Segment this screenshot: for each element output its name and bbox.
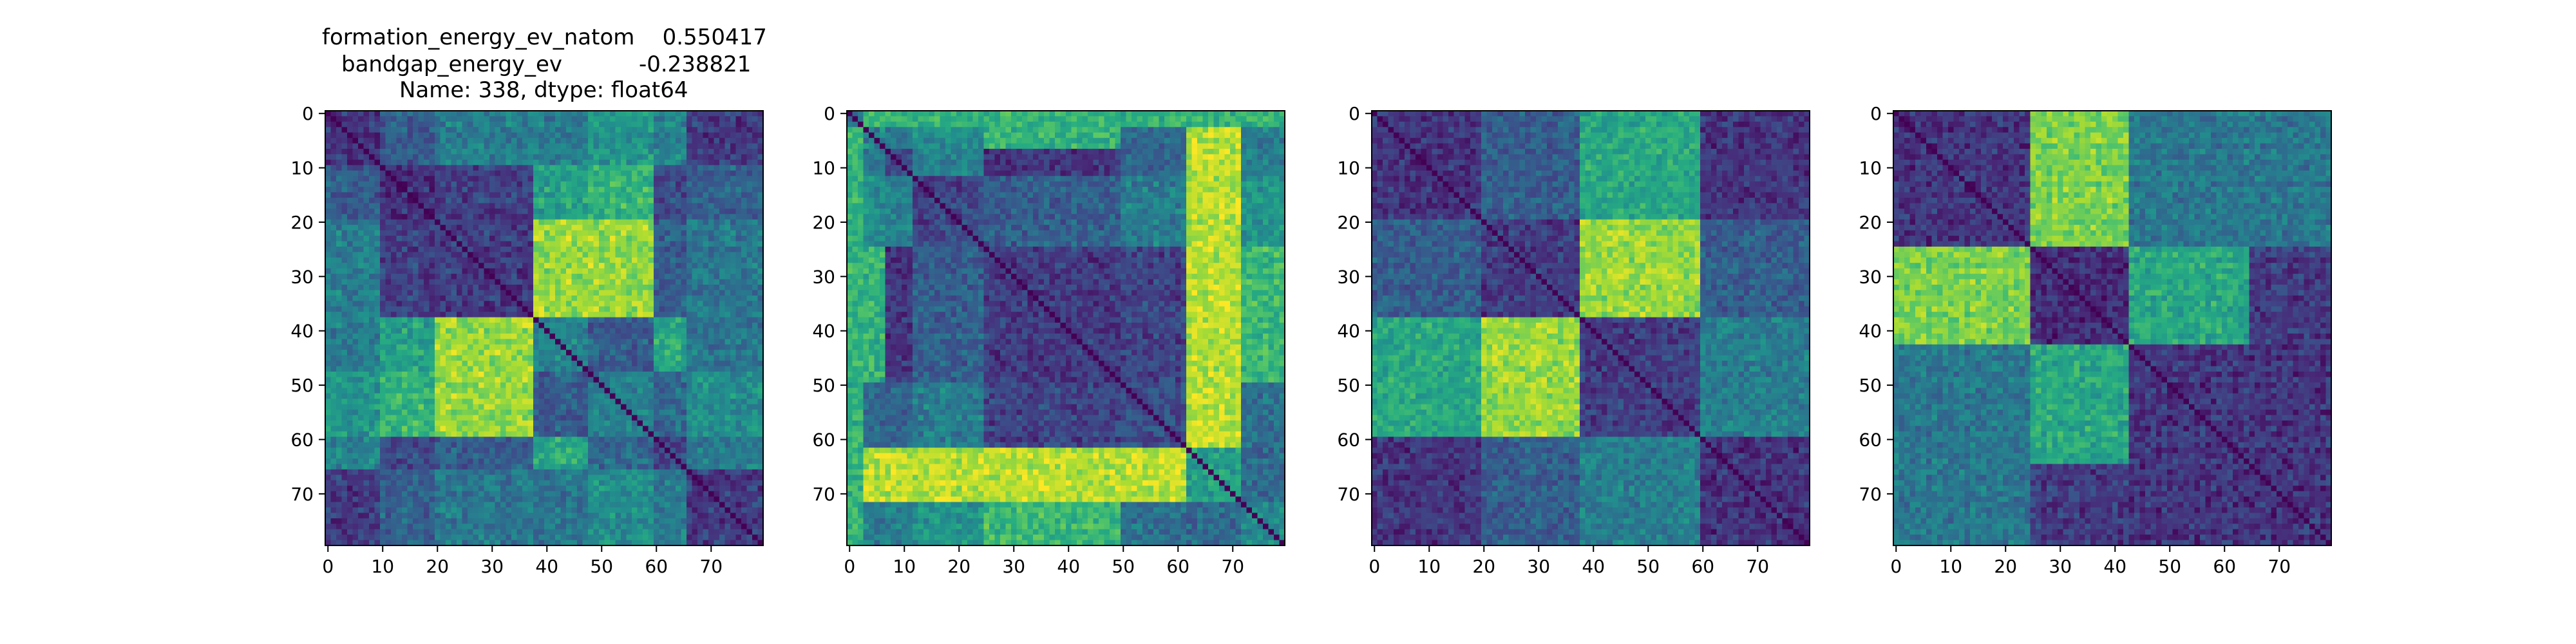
y-tick-label: 20: [1859, 212, 1882, 233]
y-tick-label: 0: [302, 103, 314, 124]
x-tick-label: 30: [480, 556, 504, 577]
heatmap-panel-4: 0 10 20 30 40 50 60 70 0 10 20 30 40 50 60 70: [1859, 103, 2332, 577]
x-tick-label: 60: [645, 556, 668, 577]
y-tick-label: 30: [1859, 266, 1882, 287]
x-tick-label: 30: [1527, 556, 1550, 577]
x-tick-label: 40: [1057, 556, 1080, 577]
x-tick-label: 10: [1417, 556, 1441, 577]
heatmap-panel-3: 0 10 20 30 40 50 60 70 0 10 20 30 40 50 60 70: [1337, 103, 1810, 577]
y-tick-label: 20: [290, 212, 314, 233]
y-tick-label: 70: [1337, 484, 1360, 505]
y-tick-label: 40: [1337, 321, 1360, 342]
y-tick-label: 10: [290, 158, 314, 179]
y-tick-label: 60: [290, 429, 314, 450]
y-tick-label: 30: [1337, 266, 1360, 287]
heatmap-panel-2: 0 10 20 30 40 50 60 70 0 10 20 30 40 50 60 70: [812, 103, 1285, 577]
y-tick-label: 0: [824, 103, 835, 124]
y-tick-label: 70: [290, 484, 314, 505]
x-tick-label: 50: [1636, 556, 1660, 577]
y-tick-label: 30: [812, 266, 835, 287]
y-tick-label: 0: [1349, 103, 1360, 124]
y-tick-label: 40: [1859, 321, 1882, 342]
heatmap-panel-1: 0 10 20 30 40 50 60 70 0 10 20 30 40 50 60 70: [290, 103, 764, 577]
chart-title-line-2: bandgap_energy_ev -0.238821: [341, 52, 2576, 77]
y-tick-label: 40: [812, 321, 835, 342]
y-tick-label: 50: [1859, 375, 1882, 396]
plot-frame: [846, 110, 1285, 546]
x-tick-label: 50: [1112, 556, 1135, 577]
x-tick-label: 70: [2268, 556, 2291, 577]
y-tick-label: 60: [812, 429, 835, 450]
y-tick-label: 50: [290, 375, 314, 396]
y-tick-label: 10: [1337, 158, 1360, 179]
x-tick-label: 60: [2213, 556, 2236, 577]
chart-title-line-3: Name: 338, dtype: float64: [399, 77, 2576, 103]
plot-frame: [1371, 110, 1810, 546]
y-tick-label: 60: [1859, 429, 1882, 450]
x-tick-label: 0: [844, 556, 855, 577]
x-tick-label: 20: [947, 556, 971, 577]
x-tick-label: 60: [1166, 556, 1189, 577]
x-tick-label: 20: [1472, 556, 1495, 577]
x-tick-label: 70: [1221, 556, 1244, 577]
y-tick-label: 40: [290, 321, 314, 342]
y-tick-label: 50: [812, 375, 835, 396]
y-tick-label: 20: [812, 212, 835, 233]
plot-frame: [325, 110, 764, 546]
y-tick-label: 10: [812, 158, 835, 179]
y-tick-label: 70: [1859, 484, 1882, 505]
y-tick-label: 10: [1859, 158, 1882, 179]
x-tick-label: 10: [1939, 556, 1962, 577]
y-tick-label: 0: [1870, 103, 1882, 124]
y-tick-label: 70: [812, 484, 835, 505]
y-tick-label: 50: [1337, 375, 1360, 396]
y-tick-label: 20: [1337, 212, 1360, 233]
x-tick-label: 70: [699, 556, 723, 577]
x-tick-label: 30: [2049, 556, 2072, 577]
chart-title-line-1: formation_energy_ev_natom 0.550417: [322, 24, 2576, 50]
x-tick-label: 40: [535, 556, 558, 577]
y-tick-label: 60: [1337, 429, 1360, 450]
x-tick-label: 10: [371, 556, 394, 577]
x-tick-label: 40: [1582, 556, 1605, 577]
x-tick-label: 50: [2158, 556, 2181, 577]
x-tick-label: 0: [1890, 556, 1902, 577]
x-tick-label: 10: [893, 556, 916, 577]
plot-frame: [1893, 110, 2332, 546]
x-tick-label: 50: [590, 556, 613, 577]
x-tick-label: 20: [1994, 556, 2017, 577]
x-tick-label: 20: [426, 556, 449, 577]
x-tick-label: 30: [1002, 556, 1025, 577]
x-tick-label: 40: [2103, 556, 2126, 577]
x-tick-label: 0: [1368, 556, 1380, 577]
y-tick-label: 30: [290, 266, 314, 287]
x-tick-label: 0: [322, 556, 334, 577]
x-tick-label: 70: [1746, 556, 1769, 577]
x-tick-label: 60: [1691, 556, 1714, 577]
